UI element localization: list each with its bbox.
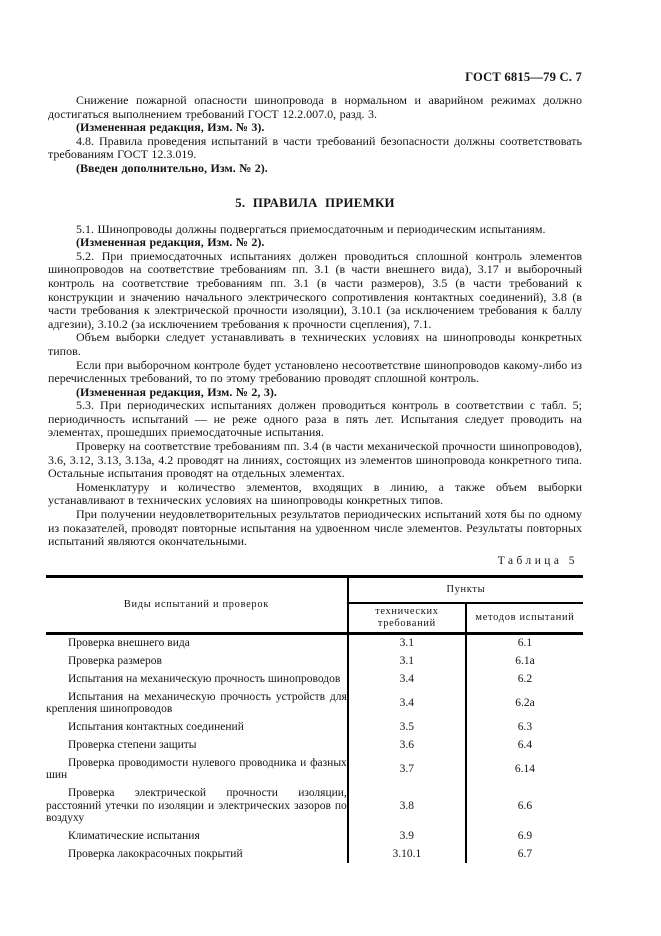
cell-test-name: Проверка электрической прочности изоляци… [46,787,347,825]
paragraph: Номенклатуру и количество элементов, вхо… [48,479,582,508]
running-header: ГОСТ 6815—79 С. 7 [465,70,582,84]
cell-test-name: Проверка размеров [68,655,162,668]
acceptance-tests-table: Виды испытаний и проверок Пункты техниче… [46,574,583,863]
cell-test-name: Проверка проводимости нулевого проводник… [46,756,347,782]
cell-test-method-ref: 6.1 [464,633,583,653]
table-row: Проверка электрической прочности изоляци… [46,784,583,828]
paragraph: (Измененная редакция, Изм. № 3). [76,120,265,135]
paragraph: (Введен дополнительно, Изм. № 2). [76,160,268,175]
cell-test-name: Климатические испытания [68,830,200,843]
paragraph: 4.8. Правила проведения испытаний в част… [48,133,582,162]
cell-test-method-ref: 6.3 [464,718,583,737]
column-header-test-methods: методов испытаний [464,602,583,635]
cell-test-method-ref: 6.2а [464,688,583,719]
cell-tech-requirement-ref: 3.1 [346,633,466,653]
section-4-requirements: Снижение пожарной опасности шинопровода … [48,93,582,176]
paragraph: 5.1. Шинопроводы должны подвергаться при… [76,221,546,236]
cell-test-name: Проверка лакокрасочных покрытий [68,847,243,860]
table-label: Таблица 5 [497,554,578,567]
table-body: Проверка внешнего вида 3.1 6.1 Проверка … [46,633,583,863]
cell-test-name: Испытания на механическую прочность шино… [68,672,341,685]
table-row: Проверка внешнего вида 3.1 6.1 [46,633,583,653]
column-header-points-group: Пункты [346,576,583,604]
cell-test-method-ref: 6.1а [464,652,583,671]
cell-tech-requirement-ref: 3.5 [346,718,466,737]
cell-test-name: Испытания на механическую прочность устр… [46,690,347,716]
table-row: Испытания контактных соединений 3.5 6.3 [46,718,583,737]
paragraph: При получении неудовлетворительных резул… [48,507,582,549]
cell-test-method-ref: 6.6 [464,784,583,828]
paragraph: Проверку на соответствие требованиям пп.… [48,439,582,481]
paragraph: 5.2. При приемосдаточных испытаниях долж… [48,248,582,331]
table-row: Проверка проводимости нулевого проводник… [46,754,583,785]
section-5-heading: 5. ПРАВИЛА ПРИЕМКИ [235,195,395,210]
cell-tech-requirement-ref: 3.7 [346,754,466,785]
cell-test-method-ref: 6.14 [464,754,583,785]
cell-test-name: Проверка внешнего вида [68,637,190,650]
cell-test-name: Испытания контактных соединений [68,721,244,734]
cell-tech-requirement-ref: 3.4 [346,670,466,689]
column-header-technical-requirements: технических требований [346,602,466,635]
cell-tech-requirement-ref: 3.10.1 [346,845,466,863]
cell-test-method-ref: 6.4 [464,736,583,755]
table-row: Проверка размеров 3.1 6.1а [46,652,583,671]
table-row: Проверка степени защиты 3.6 6.4 [46,736,583,755]
cell-tech-requirement-ref: 3.4 [346,688,466,719]
cell-test-method-ref: 6.2 [464,670,583,689]
paragraph: Если при выборочном контроле будет устан… [48,357,582,386]
cell-tech-requirement-ref: 3.1 [346,652,466,671]
table-header: Виды испытаний и проверок Пункты техниче… [46,576,583,635]
table-row: Климатические испытания 3.9 6.9 [46,827,583,846]
table-row: Испытания на механическую прочность шино… [46,670,583,689]
table-row: Проверка лакокрасочных покрытий 3.10.1 6… [46,845,583,863]
cell-tech-requirement-ref: 3.9 [346,827,466,846]
cell-test-method-ref: 6.7 [464,845,583,863]
paragraph: (Измененная редакция, Изм. № 2, 3). [76,384,277,399]
paragraph: Снижение пожарной опасности шинопровода … [48,93,582,121]
paragraph: (Измененная редакция, Изм. № 2). [76,235,265,250]
paragraph: 5.3. При периодических испытаниях должен… [48,398,582,440]
column-header-test-types: Виды испытаний и проверок [46,576,348,635]
cell-test-name: Проверка степени защиты [68,738,197,751]
paragraph: Объем выборки следует устанавливать в те… [48,330,582,358]
cell-tech-requirement-ref: 3.8 [346,784,466,828]
cell-tech-requirement-ref: 3.6 [346,736,466,755]
section-5-acceptance-rules: 5.1. Шинопроводы должны подвергаться при… [48,221,582,549]
table-row: Испытания на механическую прочность устр… [46,688,583,719]
cell-test-method-ref: 6.9 [464,827,583,846]
